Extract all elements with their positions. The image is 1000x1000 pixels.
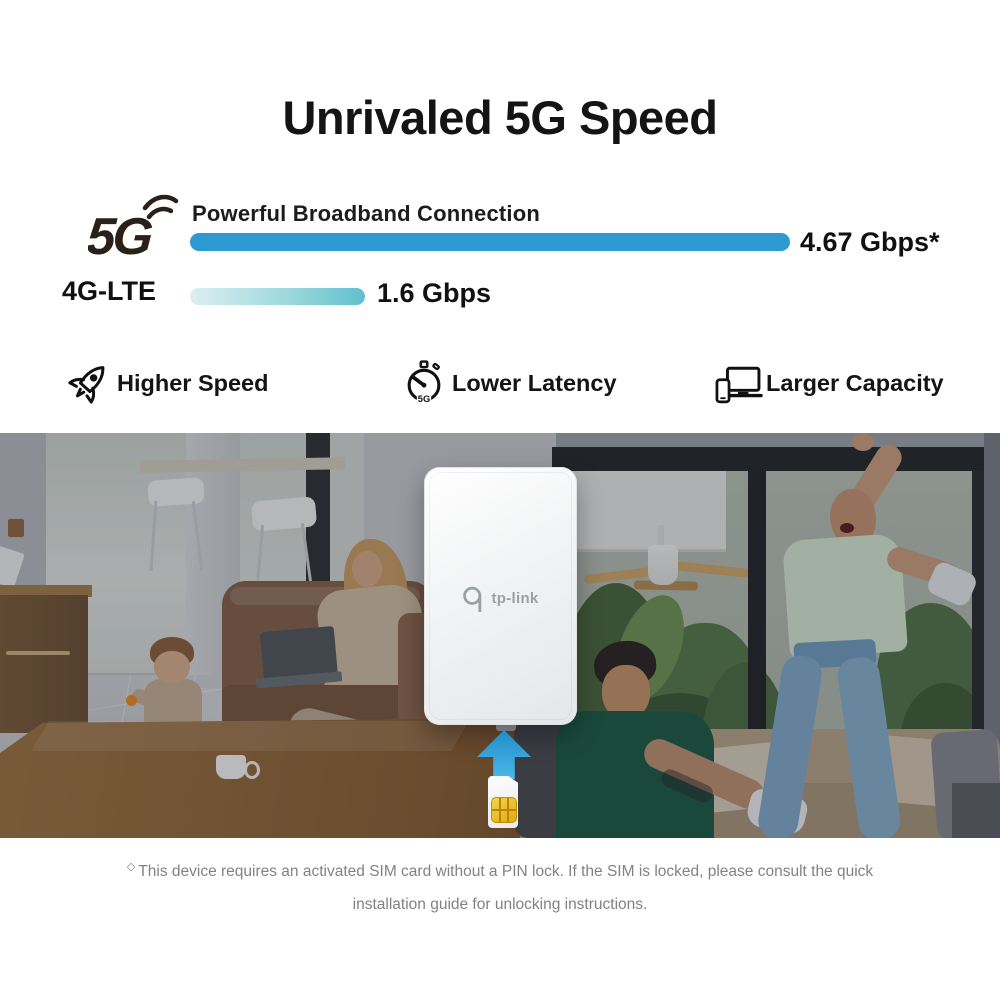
speed-value-4g: 1.6 Gbps (377, 278, 492, 308)
5g-logo-text: 5G (88, 208, 154, 261)
photo-woman-face (352, 551, 382, 587)
photo-dancer-mouth (840, 523, 854, 533)
footnote-line1: ◇ This device requires an activated SIM c… (126, 861, 874, 880)
sim-card (488, 776, 518, 828)
footnote-symbol: ◇ (126, 861, 136, 873)
photo-window-header (552, 447, 988, 471)
router-device: tp-link (424, 467, 577, 725)
brand-lockup: tp-link (424, 585, 577, 612)
sim-slot (496, 721, 516, 731)
photo-fan-rod (658, 525, 664, 551)
sim-chip (491, 797, 517, 823)
speed-value-5g: 4.67 Gbps* (800, 227, 940, 257)
speed-bar-5g (190, 233, 790, 251)
label-4g-lte: 4G-LTE (62, 276, 156, 306)
feature-lower-latency-label: Lower Latency (452, 370, 617, 396)
photo-sideboard-top (0, 585, 92, 597)
photo-sideboard-handle (6, 651, 70, 655)
page-title: Unrivaled 5G Speed (282, 91, 718, 144)
devices-icon (715, 366, 763, 404)
photo-man-face (602, 665, 650, 719)
footnote: ◇ This device requires an activated SIM c… (0, 851, 1000, 921)
feature-larger-capacity-label: Larger Capacity (766, 370, 944, 396)
5g-logo-icon: 5G (88, 194, 179, 261)
photo-window-post (972, 471, 986, 765)
speed-bar-4g (190, 288, 365, 305)
photo-roller-shade (556, 471, 726, 552)
photo-sideboard (0, 595, 88, 733)
chip-line (492, 809, 516, 811)
photo-cup (216, 755, 246, 779)
broadband-heading: Powerful Broadband Connection (192, 201, 541, 226)
photo-toddler-face (154, 651, 190, 683)
speedometer-icon: 5G (407, 360, 441, 404)
gauge-5g-text: 5G (418, 394, 430, 404)
photo-light-switch (8, 519, 24, 537)
rocket-icon (68, 366, 105, 404)
photo-fan-hub (648, 545, 678, 585)
photo-dancer-hand (852, 433, 874, 451)
photo-window-post (748, 471, 766, 765)
photo-toddler-toy (126, 695, 137, 706)
brand-text: tp-link (491, 590, 539, 607)
footnote-line2: installation guide for unlocking instruc… (352, 896, 648, 913)
feature-higher-speed-label: Higher Speed (117, 370, 269, 396)
photo-pillow (952, 783, 1000, 838)
tp-link-logo-icon (463, 586, 482, 612)
